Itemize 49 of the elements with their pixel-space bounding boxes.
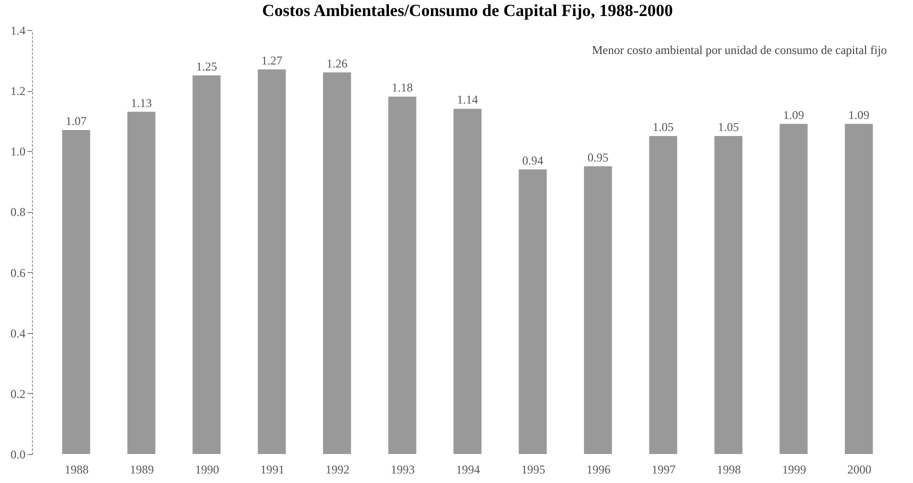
bar bbox=[844, 124, 873, 454]
bar bbox=[258, 69, 286, 454]
bar bbox=[780, 124, 808, 454]
bar bbox=[127, 112, 156, 454]
x-tick-label: 1997 bbox=[652, 462, 676, 476]
x-tick-label: 1995 bbox=[521, 462, 546, 476]
x-tick-label: 1998 bbox=[716, 462, 741, 476]
y-tick-label: 0.8 bbox=[10, 205, 26, 220]
data-label: 1.26 bbox=[326, 56, 348, 70]
x-tick-label: 1990 bbox=[195, 462, 220, 476]
y-tick-label: 1.4 bbox=[10, 24, 26, 38]
bar bbox=[454, 108, 482, 454]
data-label: 1.09 bbox=[783, 108, 804, 122]
bar bbox=[518, 169, 547, 454]
data-label: 1.13 bbox=[130, 96, 152, 110]
data-label: 1.09 bbox=[848, 108, 870, 122]
x-tick-label: 1994 bbox=[456, 462, 480, 476]
x-tick-label: 1988 bbox=[64, 462, 89, 476]
bar bbox=[323, 72, 352, 454]
y-tick-label: 1.2 bbox=[10, 84, 26, 98]
x-tick-label: 1989 bbox=[130, 462, 154, 476]
bar bbox=[649, 136, 678, 454]
data-label: 1.05 bbox=[718, 120, 739, 134]
x-tick-label: 1996 bbox=[586, 462, 610, 476]
bar bbox=[388, 96, 416, 454]
x-tick-label: 1992 bbox=[326, 462, 350, 476]
bar bbox=[62, 130, 90, 454]
y-tick-label: 0.0 bbox=[10, 448, 26, 462]
data-label: 1.27 bbox=[261, 53, 282, 68]
x-tick-label: 1993 bbox=[390, 462, 415, 476]
x-tick-label: 1999 bbox=[782, 462, 806, 476]
data-label: 1.14 bbox=[457, 92, 478, 107]
data-label: 0.95 bbox=[587, 150, 608, 164]
bar bbox=[584, 166, 612, 454]
x-tick-label: 1991 bbox=[260, 462, 284, 476]
data-label: 1.25 bbox=[196, 59, 218, 74]
x-tick-label: 2000 bbox=[847, 462, 872, 476]
y-tick-label: 0.6 bbox=[10, 266, 26, 280]
y-tick-label: 0.2 bbox=[10, 386, 26, 401]
data-label: 1.05 bbox=[652, 120, 674, 134]
bar bbox=[714, 136, 742, 454]
bar bbox=[192, 75, 221, 454]
data-label: 0.94 bbox=[522, 153, 544, 168]
annotation: Menor costo ambiental por unidad de consumo de capital fijo bbox=[592, 43, 887, 57]
data-label: 1.18 bbox=[392, 80, 413, 95]
y-tick-label: 1.0 bbox=[10, 144, 26, 159]
data-label: 1.07 bbox=[66, 114, 87, 128]
chart-title: Costos Ambientales/Consumo de Capital Fijo, 1988-2000 bbox=[262, 1, 673, 20]
y-tick-label: 0.4 bbox=[10, 326, 26, 340]
